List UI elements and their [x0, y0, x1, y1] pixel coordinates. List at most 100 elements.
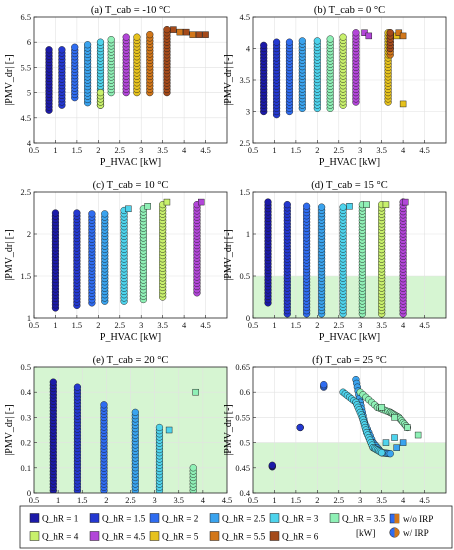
- x-tick-label: 3: [358, 496, 362, 505]
- data-marks: [45, 25, 209, 114]
- data-marks: [268, 375, 422, 471]
- x-tick-label: 1: [53, 146, 57, 155]
- legend-label: Q_hR = 4.5: [102, 532, 146, 542]
- panel-title: (a) T_cab = -10 °C: [91, 5, 170, 16]
- x-tick-label: 2: [104, 496, 108, 505]
- x-tick-label: 4.5: [200, 146, 210, 155]
- panel-title: (d) T_cab = 15 °C: [311, 180, 387, 191]
- x-tick-label: 1.5: [291, 321, 301, 330]
- panel-c: 0.5 1 1.5 2 2.5 3 3.5 4 4.511.522.5(c) T_cab = 1…: [4, 180, 228, 343]
- data-point-irp: [163, 198, 171, 206]
- legend-label: Q_hR = 3.5: [342, 514, 386, 524]
- data-point-irp: [404, 424, 411, 431]
- y-tick-label: 3: [246, 108, 250, 117]
- y-axis-label: |PMV_dr| [-]: [4, 229, 15, 281]
- data-point-irp: [382, 439, 390, 446]
- data-point-irp: [382, 201, 390, 208]
- x-tick-label: 3.5: [174, 496, 184, 505]
- legend-wo-irp-marker-accent: [394, 514, 399, 523]
- panel-title: (f) T_cab = 25 °C: [312, 355, 387, 366]
- x-tick-label: 2: [315, 321, 319, 330]
- data-point: [317, 203, 326, 211]
- x-tick-label: 0.5: [29, 321, 39, 330]
- legend-w-irp-label: w/ IRP: [403, 528, 429, 538]
- data-point-irp: [363, 201, 370, 208]
- legend-box: [19, 505, 453, 549]
- legend-label: Q_hR = 3: [282, 514, 319, 524]
- data-point-irp: [183, 28, 190, 36]
- data-point-irp: [391, 414, 398, 421]
- legend-label: Q_hR = 6: [282, 532, 319, 542]
- legend-label: Q_hR = 4: [42, 532, 79, 542]
- y-tick-label: 1: [27, 314, 31, 323]
- data-point-irp: [165, 426, 173, 434]
- x-axis-label: P_HVAC [kW]: [100, 332, 161, 343]
- legend-label: Q_hR = 5: [162, 532, 199, 542]
- legend-swatch: [29, 513, 40, 523]
- x-tick-label: 4: [401, 321, 406, 330]
- data-point-irp: [195, 31, 203, 38]
- x-tick-label: 4: [401, 146, 406, 155]
- data-point-irp: [346, 203, 353, 210]
- data-point-irp: [365, 32, 373, 40]
- data-point: [378, 449, 386, 457]
- data-point: [100, 401, 108, 409]
- data-point: [163, 25, 171, 34]
- y-tick-label: 1.5: [21, 272, 31, 281]
- data-point: [339, 203, 347, 211]
- x-tick-label: 0.5: [29, 496, 39, 505]
- y-tick-label: 6.5: [21, 13, 31, 22]
- y-axis-label: |PMV_dr| [-]: [223, 404, 234, 456]
- data-point-irp: [125, 205, 132, 213]
- x-axis-label: P_HVAC [kW]: [319, 332, 380, 343]
- y-tick-label: 0.5: [240, 272, 250, 281]
- data-point: [58, 46, 66, 54]
- data-point-irp: [378, 404, 385, 411]
- y-tick-label: 4.5: [240, 13, 250, 22]
- data-point: [51, 209, 60, 217]
- y-tick-label: 4: [27, 139, 32, 148]
- x-tick-label: 3: [139, 146, 143, 155]
- x-tick-label: 3.5: [376, 321, 386, 330]
- data-point-irp: [399, 100, 407, 108]
- data-point: [320, 381, 328, 389]
- y-tick-label: 0.5: [21, 363, 31, 372]
- y-tick-label: 0: [27, 489, 31, 498]
- data-point-irp: [144, 203, 151, 210]
- y-tick-label: 3.5: [240, 76, 250, 85]
- data-point: [189, 464, 197, 472]
- y-tick-label: 0.55: [235, 413, 250, 422]
- x-tick-label: 2.5: [334, 146, 344, 155]
- y-tick-label: 0: [246, 314, 250, 323]
- x-tick-label: 3.5: [376, 146, 386, 155]
- x-tick-label: 1: [272, 496, 276, 505]
- data-point: [83, 41, 92, 49]
- plot-background: [34, 17, 227, 143]
- x-tick-label: 4.5: [419, 496, 429, 505]
- data-point: [260, 41, 268, 49]
- x-tick-label: 3: [153, 496, 157, 505]
- data-point: [264, 198, 272, 206]
- axis-frame: [33, 16, 228, 144]
- x-tick-label: 1.5: [291, 146, 301, 155]
- x-tick-label: 4.5: [419, 146, 429, 155]
- data-marks: [260, 29, 407, 119]
- data-point: [339, 33, 347, 41]
- axis-frame: [252, 191, 447, 319]
- data-point: [107, 36, 115, 44]
- legend-items: Q_hR = 1 Q_hR = 1.5 Q_hR = 2 Q_hR = 2.5 Q_hR…: [29, 513, 386, 542]
- x-tick-label: 0.5: [248, 496, 258, 505]
- x-tick-label: 1.5: [291, 496, 301, 505]
- x-tick-label: 4.5: [222, 496, 232, 505]
- y-tick-label: 5: [27, 89, 31, 98]
- panel-title: (c) T_cab = 10 °C: [93, 180, 169, 191]
- legend: Q_hR = 1 Q_hR = 1.5 Q_hR = 2 Q_hR = 2.5 Q_hR…: [19, 505, 453, 549]
- data-point-irp: [393, 444, 400, 451]
- x-tick-label: 1: [56, 496, 60, 505]
- data-point-irp: [391, 434, 398, 441]
- legend-swatch: [89, 531, 100, 541]
- data-point: [285, 38, 294, 46]
- y-axis-label: |PMV_dr| [-]: [4, 404, 15, 456]
- legend-swatch: [149, 513, 160, 523]
